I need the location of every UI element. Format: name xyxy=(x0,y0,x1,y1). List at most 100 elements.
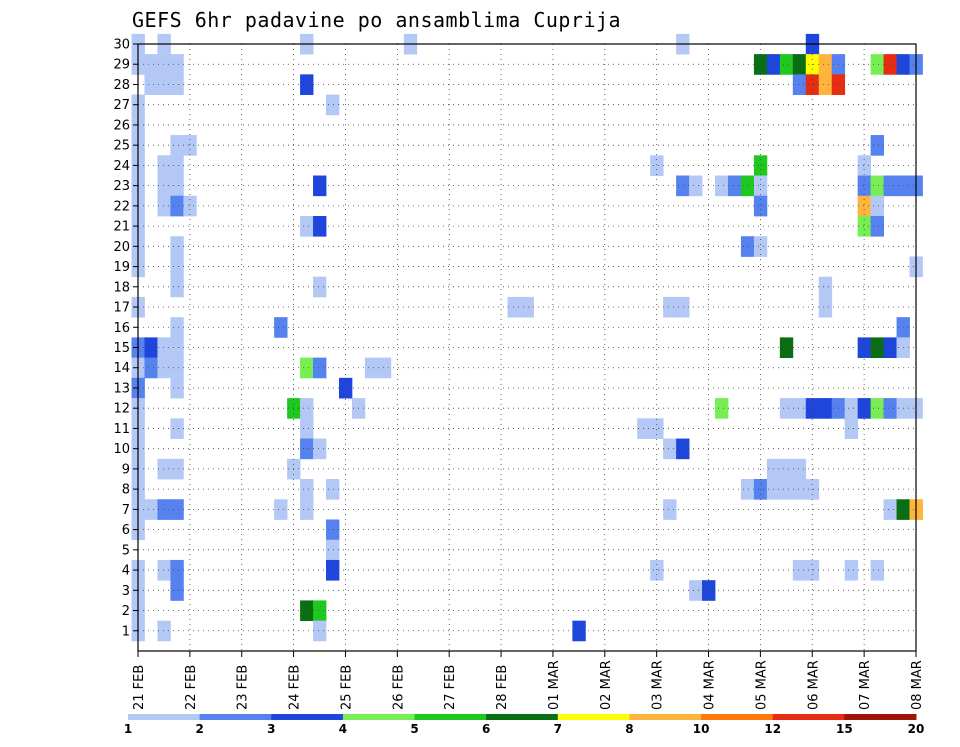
heatmap-cell xyxy=(338,377,353,399)
heatmap-cell xyxy=(883,175,897,197)
heatmap-cell xyxy=(779,398,794,419)
heatmap-cell xyxy=(170,74,184,95)
heatmap-cell xyxy=(144,54,158,75)
heatmap-cell xyxy=(170,559,184,581)
heatmap-cell xyxy=(313,175,327,197)
heatmap-cell xyxy=(144,337,158,359)
colorbar-label: 6 xyxy=(482,722,490,736)
y-tick-label: 18 xyxy=(113,280,130,295)
heatmap-cell xyxy=(663,438,677,460)
y-tick-label: 4 xyxy=(122,564,130,579)
y-tick-label: 26 xyxy=(113,118,130,133)
x-tick-label: 28 FEB xyxy=(495,665,510,710)
heatmap-cell xyxy=(857,155,872,176)
heatmap-cell xyxy=(144,74,158,95)
heatmap-cell xyxy=(792,398,807,419)
heatmap-cell xyxy=(689,580,703,601)
colorbar-label: 12 xyxy=(764,722,781,736)
heatmap-cell xyxy=(170,195,184,217)
x-tick-label: 05 MAR xyxy=(754,660,769,710)
heatmap-cell xyxy=(170,580,184,601)
colorbar-label: 8 xyxy=(625,722,633,736)
heatmap-cell xyxy=(779,337,794,359)
heatmap-cell xyxy=(870,559,884,581)
heatmap-cell xyxy=(170,236,184,257)
heatmap-cell xyxy=(740,175,755,197)
y-tick-label: 21 xyxy=(113,220,130,235)
y-tick-label: 7 xyxy=(122,503,130,518)
y-tick-label: 19 xyxy=(113,260,130,275)
heatmap-cell xyxy=(818,74,833,95)
colorbar-label: 4 xyxy=(339,722,347,736)
heatmap-cell xyxy=(313,215,327,237)
heatmap-cell xyxy=(818,398,833,419)
heatmap-cell xyxy=(300,600,314,622)
heatmap-cell xyxy=(300,74,314,95)
x-tick-label: 25 FEB xyxy=(339,665,354,710)
heatmap-cell xyxy=(157,54,171,75)
heatmap-cell xyxy=(676,296,690,318)
heatmap-cell xyxy=(870,398,884,419)
heatmap-cell xyxy=(157,195,171,217)
y-tick-label: 12 xyxy=(113,402,130,417)
x-tick-label: 27 FEB xyxy=(443,665,458,710)
x-tick-label: 08 MAR xyxy=(910,660,925,710)
heatmap-cell xyxy=(753,195,768,217)
heatmap-cell xyxy=(676,438,690,460)
y-tick-label: 8 xyxy=(122,483,130,498)
y-tick-label: 22 xyxy=(113,199,130,214)
heatmap-cell xyxy=(650,559,664,581)
y-tick-label: 10 xyxy=(113,442,130,457)
colorbar-segment xyxy=(128,714,201,720)
heatmap-cell xyxy=(857,195,872,217)
heatmap-cell xyxy=(844,418,859,439)
heatmap-cell xyxy=(274,317,288,338)
heatmap-cell xyxy=(792,479,807,500)
heatmap-cell xyxy=(183,135,197,156)
heatmap-cell xyxy=(300,357,314,379)
heatmap-cell xyxy=(274,499,288,520)
heatmap-cell xyxy=(157,559,171,581)
heatmap-cell xyxy=(183,195,197,217)
heatmap-cell xyxy=(157,337,171,359)
heatmap-cell xyxy=(857,175,872,197)
x-tick-label: 23 FEB xyxy=(236,665,251,710)
heatmap-cell xyxy=(753,175,768,197)
heatmap-cell xyxy=(753,236,768,257)
heatmap-cell xyxy=(300,398,314,419)
y-tick-label: 17 xyxy=(113,301,130,316)
heatmap-cell xyxy=(792,559,807,581)
heatmap-cell xyxy=(779,458,794,480)
y-tick-label: 15 xyxy=(113,341,130,356)
heatmap-cell xyxy=(157,499,171,520)
colorbar-segment xyxy=(772,714,845,720)
heatmap-cell xyxy=(870,215,884,237)
colorbar-label: 20 xyxy=(908,722,925,736)
heatmap-cell xyxy=(676,175,690,197)
x-tick-label: 04 MAR xyxy=(703,660,718,710)
heatmap-cell xyxy=(313,600,327,622)
heatmap-cell xyxy=(870,54,884,75)
heatmap-cell xyxy=(650,418,664,439)
heatmap-cell xyxy=(326,519,340,541)
heatmap-cell xyxy=(753,155,768,176)
colorbar-segment xyxy=(844,714,917,720)
heatmap-cell xyxy=(870,195,884,217)
heatmap-cell xyxy=(157,357,171,379)
heatmap-cell xyxy=(792,458,807,480)
heatmap-cell xyxy=(689,175,703,197)
heatmap-cell xyxy=(144,499,158,520)
heatmap-cell xyxy=(326,94,340,116)
heatmap-cell xyxy=(157,620,171,642)
y-tick-label: 1 xyxy=(122,624,130,639)
heatmap-cell xyxy=(170,256,184,278)
x-tick-label: 02 MAR xyxy=(599,660,614,710)
heatmap-cell xyxy=(572,620,586,642)
heatmap-cell xyxy=(326,539,340,561)
heatmap-cell xyxy=(170,155,184,176)
colorbar-segment xyxy=(342,714,416,720)
heatmap-cell xyxy=(857,215,872,237)
heatmap-cell xyxy=(727,175,742,197)
heatmap-cell xyxy=(870,135,884,156)
